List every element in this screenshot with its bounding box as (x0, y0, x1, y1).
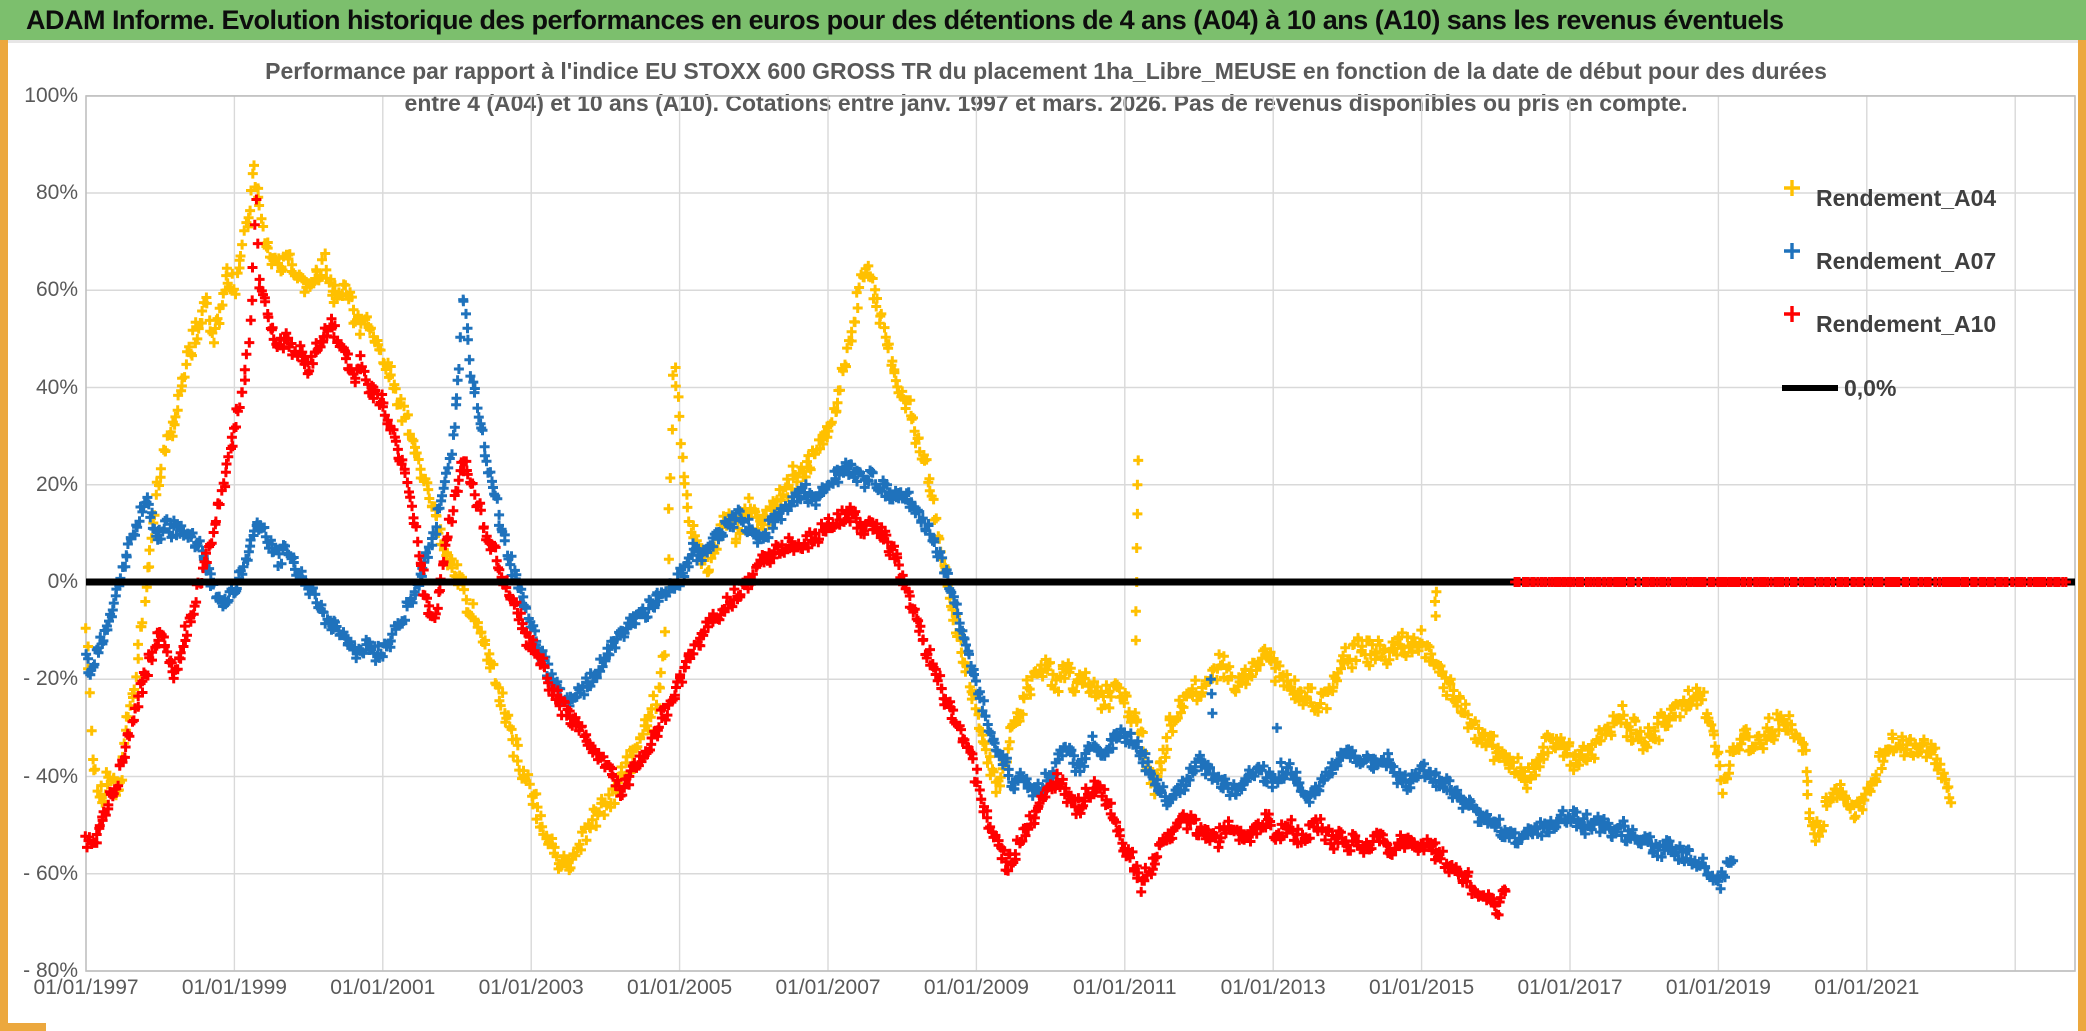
sheet-title-bar: ADAM Informe. Evolution historique des p… (0, 0, 2086, 43)
series-rendement_a10[interactable] (80, 194, 1511, 920)
y-tick-label-100: 100% (24, 83, 78, 107)
y-tick-label-60: 60% (35, 278, 78, 302)
y-tick-label-0: 0% (47, 570, 78, 593)
x-tick-label-2013: 01/01/2013 (1220, 976, 1326, 999)
legend-item-rendement-a10[interactable]: Rendement_A10 (1782, 304, 1996, 344)
x-tick-label-2019: 01/01/2019 (1665, 976, 1771, 999)
chart-title-line2: entre 4 (A04) et 10 ans (A10). Cotations… (404, 90, 1688, 116)
chart-title-line1: Performance par rapport à l'indice EU ST… (265, 58, 1827, 84)
x-tick-label-2017: 01/01/2017 (1517, 976, 1623, 999)
x-tick-label-2003: 01/01/2003 (478, 976, 584, 999)
x-tick-label-1999: 01/01/1999 (181, 976, 287, 999)
x-tick-label-2011: 01/01/2011 (1073, 976, 1177, 999)
series-rendement_a10_zone_sans_valeur[interactable] (1510, 577, 2071, 587)
y-tick-label--40: - 40% (23, 764, 78, 788)
x-tick-label-2001: 01/01/2001 (330, 976, 436, 999)
legend-item-rendement-a07[interactable]: Rendement_A07 (1782, 241, 1996, 281)
x-tick-label-2021: 01/01/2021 (1814, 976, 1920, 999)
x-tick-label-2009: 01/01/2009 (923, 976, 1029, 999)
series-rendement_a07[interactable] (81, 294, 1739, 894)
legend-label-a07: Rendement_A07 (1816, 247, 1997, 274)
legend-label-a04: Rendement_A04 (1816, 184, 1997, 211)
legend-item-zero-line[interactable]: 0,0% (1782, 368, 1896, 408)
legend-item-rendement-a04[interactable]: Rendement_A04 (1782, 178, 1996, 218)
y-tick-label--20: - 20% (23, 667, 78, 691)
y-tick-label-20: 20% (35, 472, 78, 496)
y-tick-label--80: - 80% (23, 959, 78, 982)
y-tick-label-80: 80% (35, 181, 78, 204)
sheet-title: ADAM Informe. Evolution historique des p… (26, 5, 1784, 35)
y-tick-label-40: 40% (35, 375, 78, 399)
plot-border (85, 95, 2076, 972)
x-tick-label-1997: 01/01/1997 (33, 976, 139, 999)
zero-line-swatch-icon (1782, 385, 1838, 391)
legend-label-a10: Rendement_A10 (1816, 310, 1997, 337)
x-tick-label-2007: 01/01/2007 (775, 976, 881, 999)
x-tick-label-2015: 01/01/2015 (1369, 976, 1475, 999)
bottom-left-frame-stub (0, 1023, 46, 1031)
left-frame-strip (0, 40, 8, 1031)
right-frame-strip (2078, 40, 2086, 1031)
x-tick-label-2005: 01/01/2005 (627, 976, 733, 999)
series-rendement_a04[interactable] (80, 160, 1957, 876)
y-tick-label--60: - 60% (23, 861, 78, 885)
legend-label-zero: 0,0% (1844, 374, 1897, 401)
